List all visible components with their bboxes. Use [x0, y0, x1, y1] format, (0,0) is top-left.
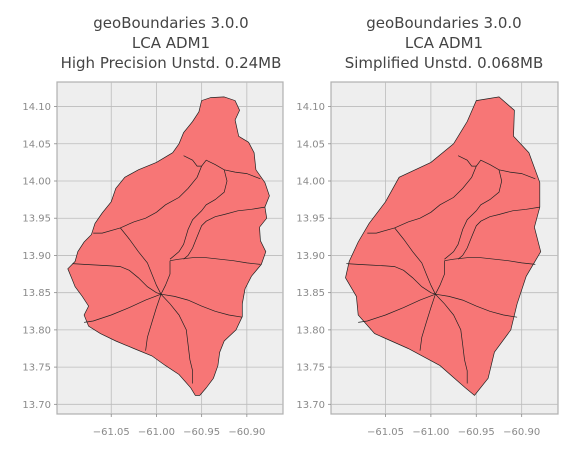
y-tick-label: 13.90 — [296, 251, 325, 262]
panel-title-line-3: Simplified Unstd. 0.068MB — [345, 54, 544, 72]
y-tick-label: 14.10 — [22, 102, 51, 113]
y-tick-label: 13.80 — [296, 325, 325, 336]
x-tick-label: −60.90 — [503, 427, 540, 438]
y-tick-label: 13.85 — [296, 288, 325, 299]
district-boundary — [457, 206, 540, 260]
panel-title-line-2: LCA ADM1 — [405, 34, 483, 52]
x-tick-label: −61.00 — [138, 427, 175, 438]
district-boundary — [120, 227, 162, 295]
district-boundary — [435, 293, 468, 384]
district-boundary — [435, 293, 518, 318]
panel-high-precision: geoBoundaries 3.0.0 LCA ADM1 High Precis… — [22, 14, 284, 438]
x-tick-label: −60.95 — [458, 427, 495, 438]
map-regions — [67, 96, 270, 396]
district-boundary — [444, 169, 503, 260]
district-boundary — [444, 257, 536, 265]
x-tick-label: −61.00 — [412, 427, 449, 438]
district-boundary — [367, 165, 477, 234]
y-tick-label: 14.00 — [22, 177, 51, 188]
x-tick-label: −61.05 — [93, 427, 130, 438]
x-axis-ticks: −61.05 −61.00 −60.95 −60.90 — [367, 414, 540, 438]
panel-title-line-1: geoBoundaries 3.0.0 — [366, 14, 521, 32]
y-tick-label: 13.70 — [22, 400, 51, 411]
district-boundary — [394, 227, 436, 295]
district-boundary — [183, 206, 265, 260]
y-tick-label: 13.95 — [296, 214, 325, 225]
district-boundary — [457, 155, 536, 180]
panel-simplified: geoBoundaries 3.0.0 LCA ADM1 Simplified … — [296, 14, 559, 438]
district-boundary — [160, 293, 193, 384]
y-axis-ticks: 14.10 14.05 14.00 13.95 13.90 13.85 13.80 13.75… — [296, 102, 331, 411]
district-boundary — [93, 165, 202, 234]
y-tick-label: 13.95 — [22, 214, 51, 225]
district-boundary — [346, 263, 436, 295]
y-tick-label: 13.75 — [22, 363, 51, 374]
district-boundary — [358, 293, 436, 323]
x-tick-label: −60.90 — [228, 427, 265, 438]
y-tick-label: 13.75 — [296, 363, 325, 374]
district-boundary — [169, 169, 228, 260]
x-axis-ticks: −61.05 −61.00 −60.95 −60.90 — [93, 414, 265, 438]
y-tick-label: 14.00 — [296, 177, 325, 188]
x-tick-label: −60.95 — [183, 427, 220, 438]
district-boundary — [169, 257, 261, 265]
map-regions — [345, 96, 542, 396]
district-boundary — [160, 260, 171, 295]
panel-title-line-2: LCA ADM1 — [132, 34, 210, 52]
x-tick-label: −61.05 — [367, 427, 404, 438]
panel-title-line-1: geoBoundaries 3.0.0 — [93, 14, 248, 32]
district-boundary — [435, 260, 445, 295]
panel-title-line-3: High Precision Unstd. 0.24MB — [61, 54, 282, 72]
y-tick-label: 13.80 — [22, 325, 51, 336]
district-boundary — [160, 293, 243, 318]
y-tick-label: 14.05 — [22, 139, 51, 150]
y-tick-label: 14.10 — [296, 102, 325, 113]
district-boundary — [183, 155, 261, 180]
y-tick-label: 13.90 — [22, 251, 51, 262]
y-tick-label: 14.05 — [296, 139, 325, 150]
y-tick-label: 13.85 — [22, 288, 51, 299]
district-boundary — [419, 294, 436, 351]
district-boundary — [145, 294, 162, 351]
district-boundary — [72, 263, 162, 295]
district-boundary — [84, 293, 162, 323]
y-tick-label: 13.70 — [296, 400, 325, 411]
y-axis-ticks: 14.10 14.05 14.00 13.95 13.90 13.85 13.80 13.75… — [22, 102, 57, 411]
